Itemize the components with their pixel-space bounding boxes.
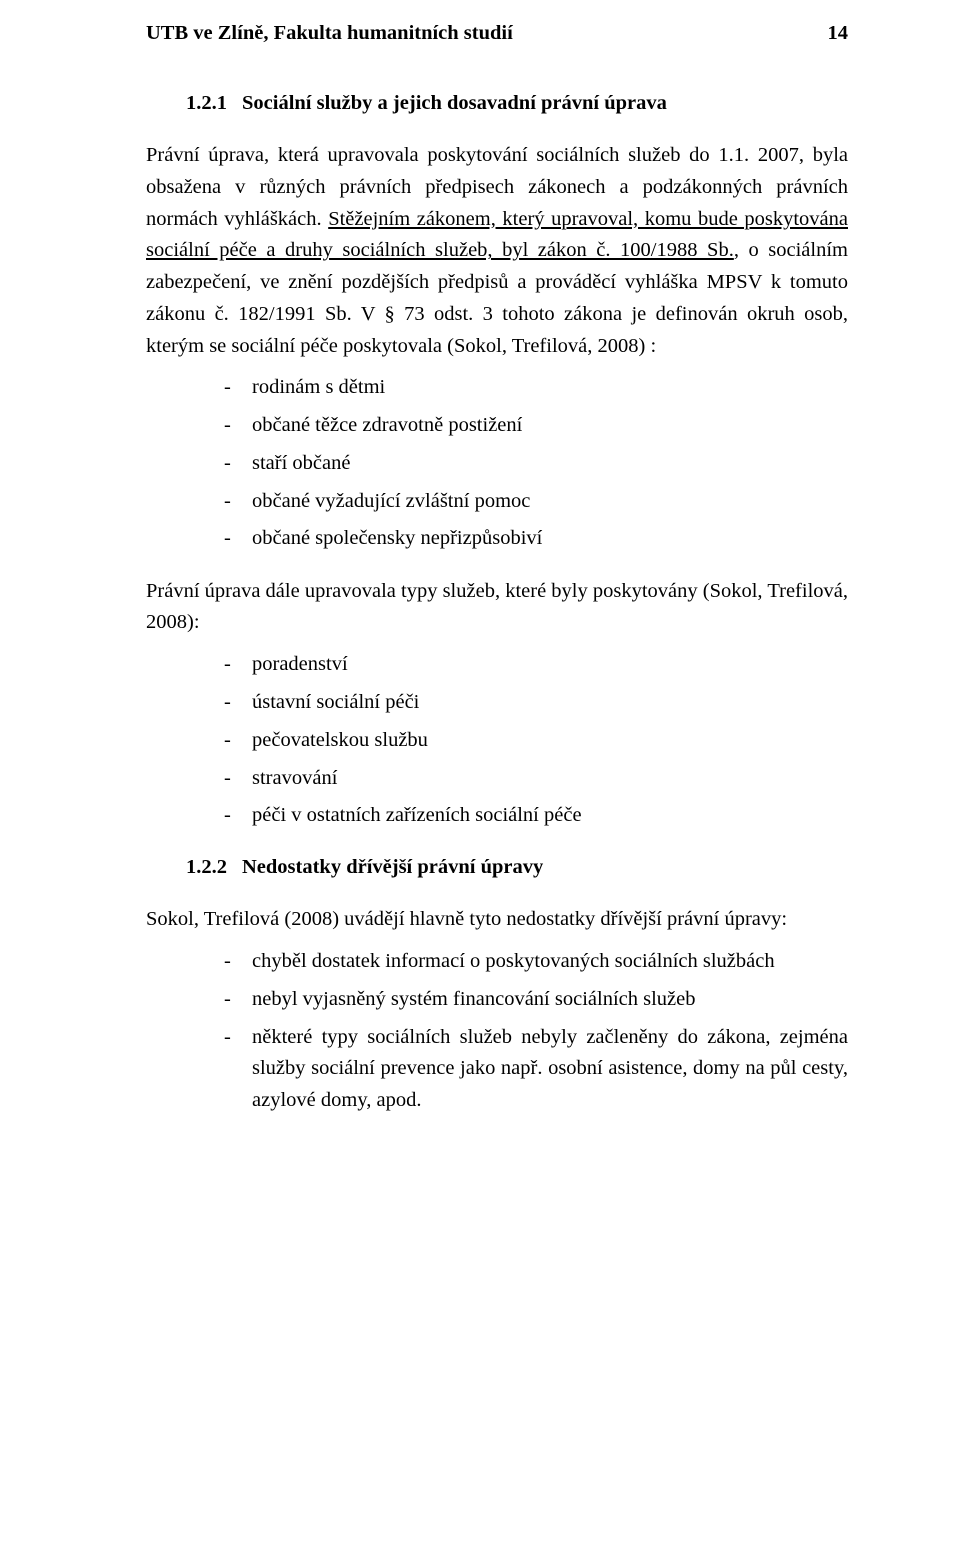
heading-title: Sociální služby a jejich dosavadní právn… bbox=[242, 92, 667, 114]
bullet-list-service-types: poradenství ústavní sociální péči pečova… bbox=[146, 649, 848, 832]
document-page: UTB ve Zlíně, Fakulta humanitních studií… bbox=[0, 0, 960, 1562]
list-item: ústavní sociální péči bbox=[224, 687, 848, 719]
list-item: chyběl dostatek informací o poskytovanýc… bbox=[224, 946, 848, 978]
list-item: péči v ostatních zařízeních sociální péč… bbox=[224, 800, 848, 832]
heading-title: Nedostatky dřívější právní úpravy bbox=[242, 856, 543, 878]
heading-1-2-1: 1.2.1Sociální služby a jejich dosavadní … bbox=[146, 88, 848, 120]
list-item: některé typy sociálních služeb nebyly za… bbox=[224, 1022, 848, 1117]
list-item: občané vyžadující zvláštní pomoc bbox=[224, 486, 848, 518]
page-number: 14 bbox=[828, 18, 849, 50]
list-item: poradenství bbox=[224, 649, 848, 681]
heading-number: 1.2.2 bbox=[186, 852, 242, 884]
running-header: UTB ve Zlíně, Fakulta humanitních studií… bbox=[146, 18, 848, 50]
bullet-list-shortcomings: chyběl dostatek informací o poskytovanýc… bbox=[146, 946, 848, 1117]
paragraph: Právní úprava, která upravovala poskytov… bbox=[146, 140, 848, 362]
heading-1-2-2: 1.2.2Nedostatky dřívější právní úpravy bbox=[146, 852, 848, 884]
list-item: rodinám s dětmi bbox=[224, 372, 848, 404]
list-item: staří občané bbox=[224, 448, 848, 480]
list-item: občané těžce zdravotně postižení bbox=[224, 410, 848, 442]
list-item: stravování bbox=[224, 763, 848, 795]
list-item: nebyl vyjasněný systém financování sociá… bbox=[224, 984, 848, 1016]
header-left: UTB ve Zlíně, Fakulta humanitních studií bbox=[146, 18, 513, 50]
heading-number: 1.2.1 bbox=[186, 88, 242, 120]
list-item: pečovatelskou službu bbox=[224, 725, 848, 757]
paragraph: Sokol, Trefilová (2008) uvádějí hlavně t… bbox=[146, 904, 848, 936]
paragraph: Právní úprava dále upravovala typy služe… bbox=[146, 576, 848, 640]
bullet-list-recipients: rodinám s dětmi občané těžce zdravotně p… bbox=[146, 372, 848, 555]
list-item: občané společensky nepřizpůsobiví bbox=[224, 523, 848, 555]
